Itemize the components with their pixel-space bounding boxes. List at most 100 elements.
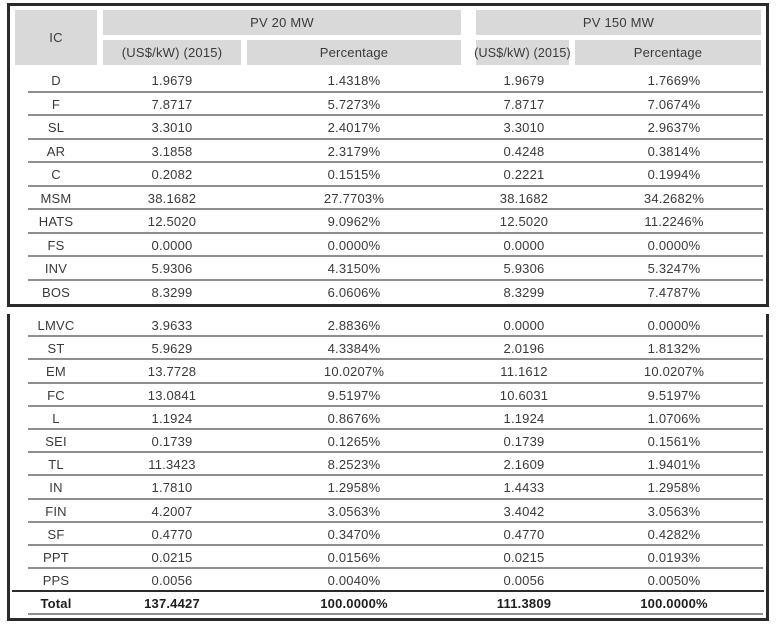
row-value: 2.1609 [464,457,572,472]
row-value: 7.4787% [572,285,764,300]
subheader-uskw-2015-pv20: (US$/kW) (2015) [103,40,241,65]
table-row: AR3.18582.3179%0.42480.3814% [12,140,764,164]
row-value: 137.4427 [100,596,244,611]
table-section-top: IC PV 20 MW PV 150 MW (US$/kW) (2015) Pe… [7,3,769,307]
row-value: 0.4770 [464,527,572,542]
subheader-percentage-pv150: Percentage [575,40,761,65]
row-value: 1.2958% [244,480,464,495]
table-section-bottom: LMVC3.96332.8836%0.00000.0000%ST5.96294.… [7,314,769,621]
row-value: 3.3010 [464,120,572,135]
row-value: 1.9679 [100,73,244,88]
row-value: 1.7669% [572,73,764,88]
row-label: L [12,411,100,426]
row-value: 12.5020 [464,214,572,229]
row-value: 9.0962% [244,214,464,229]
row-value: 111.3809 [464,596,572,611]
table-row: FIN4.20073.0563%3.40423.0563% [12,500,764,523]
row-value: 2.9637% [572,120,764,135]
row-value: 6.0606% [244,285,464,300]
row-value: 0.0056 [100,573,244,588]
table-row: SL3.30102.4017%3.30102.9637% [12,116,764,140]
table-body-top: D1.96791.4318%1.96791.7669%F7.87175.7273… [12,69,764,304]
row-value: 0.2221 [464,167,572,182]
row-value: 8.3299 [464,285,572,300]
section-divider-gap [7,307,769,314]
row-value: 5.9306 [100,261,244,276]
table-row: FS0.00000.0000%0.00000.0000% [12,234,764,258]
row-value: 5.7273% [244,97,464,112]
table-row: FC13.08419.5197%10.60319.5197% [12,384,764,407]
row-value: 1.4318% [244,73,464,88]
row-value: 3.4042 [464,504,572,519]
column-header-ic: IC [15,10,97,65]
row-value: 0.4248 [464,144,572,159]
row-label: F [12,97,100,112]
row-value: 11.2246% [572,214,764,229]
table-row: L1.19240.8676%1.19241.0706% [12,407,764,430]
table-body-bottom: LMVC3.96332.8836%0.00000.0000%ST5.96294.… [12,314,764,615]
row-value: 38.1682 [100,191,244,206]
row-value: 0.0000 [100,238,244,253]
row-value: 5.9629 [100,341,244,356]
row-value: 0.0040% [244,573,464,588]
row-label: TL [12,457,100,472]
table-row: SEI0.17390.1265%0.17390.1561% [12,430,764,453]
row-value: 10.0207% [572,364,764,379]
row-value: 100.0000% [244,596,464,611]
row-value: 34.2682% [572,191,764,206]
table-row: HATS12.50209.0962%12.502011.2246% [12,210,764,234]
row-label: PPS [12,573,100,588]
row-value: 1.8132% [572,341,764,356]
row-value: 0.0215 [464,550,572,565]
row-value: 10.0207% [244,364,464,379]
table-row: PPT0.02150.0156%0.02150.0193% [12,546,764,569]
row-value: 11.3423 [100,457,244,472]
row-value: 1.1924 [100,411,244,426]
row-value: 0.0000% [572,238,764,253]
row-label: SEI [12,434,100,449]
row-value: 0.1739 [100,434,244,449]
table-row: PPS0.00560.0040%0.00560.0050% [12,569,764,592]
table-row: C0.20820.1515%0.22210.1994% [12,163,764,187]
row-value: 0.2082 [100,167,244,182]
row-value: 0.0000 [464,238,572,253]
row-value: 0.0000% [572,318,764,333]
row-value: 3.0563% [572,504,764,519]
row-label: Total [12,596,100,611]
row-value: 0.0215 [100,550,244,565]
row-value: 0.4282% [572,527,764,542]
row-label: IN [12,480,100,495]
row-value: 3.0563% [244,504,464,519]
row-value: 1.1924 [464,411,572,426]
row-value: 7.8717 [464,97,572,112]
row-value: 1.2958% [572,480,764,495]
row-value: 8.2523% [244,457,464,472]
row-value: 7.8717 [100,97,244,112]
group-header-pv-20mw: PV 20 MW [103,10,461,35]
row-value: 4.3384% [244,341,464,356]
row-label: PPT [12,550,100,565]
row-separator [28,613,763,615]
cost-breakdown-table: IC PV 20 MW PV 150 MW (US$/kW) (2015) Pe… [7,3,769,621]
row-value: 3.1858 [100,144,244,159]
row-label: HATS [12,214,100,229]
row-value: 0.1739 [464,434,572,449]
row-value: 0.0000 [464,318,572,333]
row-value: 1.7810 [100,480,244,495]
table-row: SF0.47700.3470%0.47700.4282% [12,523,764,546]
row-value: 0.1561% [572,434,764,449]
table-row: BOS8.32996.0606%8.32997.4787% [12,281,764,305]
row-label: MSM [12,191,100,206]
row-value: 0.1515% [244,167,464,182]
row-value: 0.0193% [572,550,764,565]
row-value: 0.0050% [572,573,764,588]
table-row: F7.87175.7273%7.87177.0674% [12,93,764,117]
table-row-total: Total137.4427100.0000%111.3809100.0000% [12,592,764,615]
row-value: 1.4433 [464,480,572,495]
row-value: 2.8836% [244,318,464,333]
row-value: 9.5197% [244,388,464,403]
row-label: D [12,73,100,88]
row-label: FC [12,388,100,403]
table-row: TL11.34238.2523%2.16091.9401% [12,453,764,476]
row-label: SF [12,527,100,542]
